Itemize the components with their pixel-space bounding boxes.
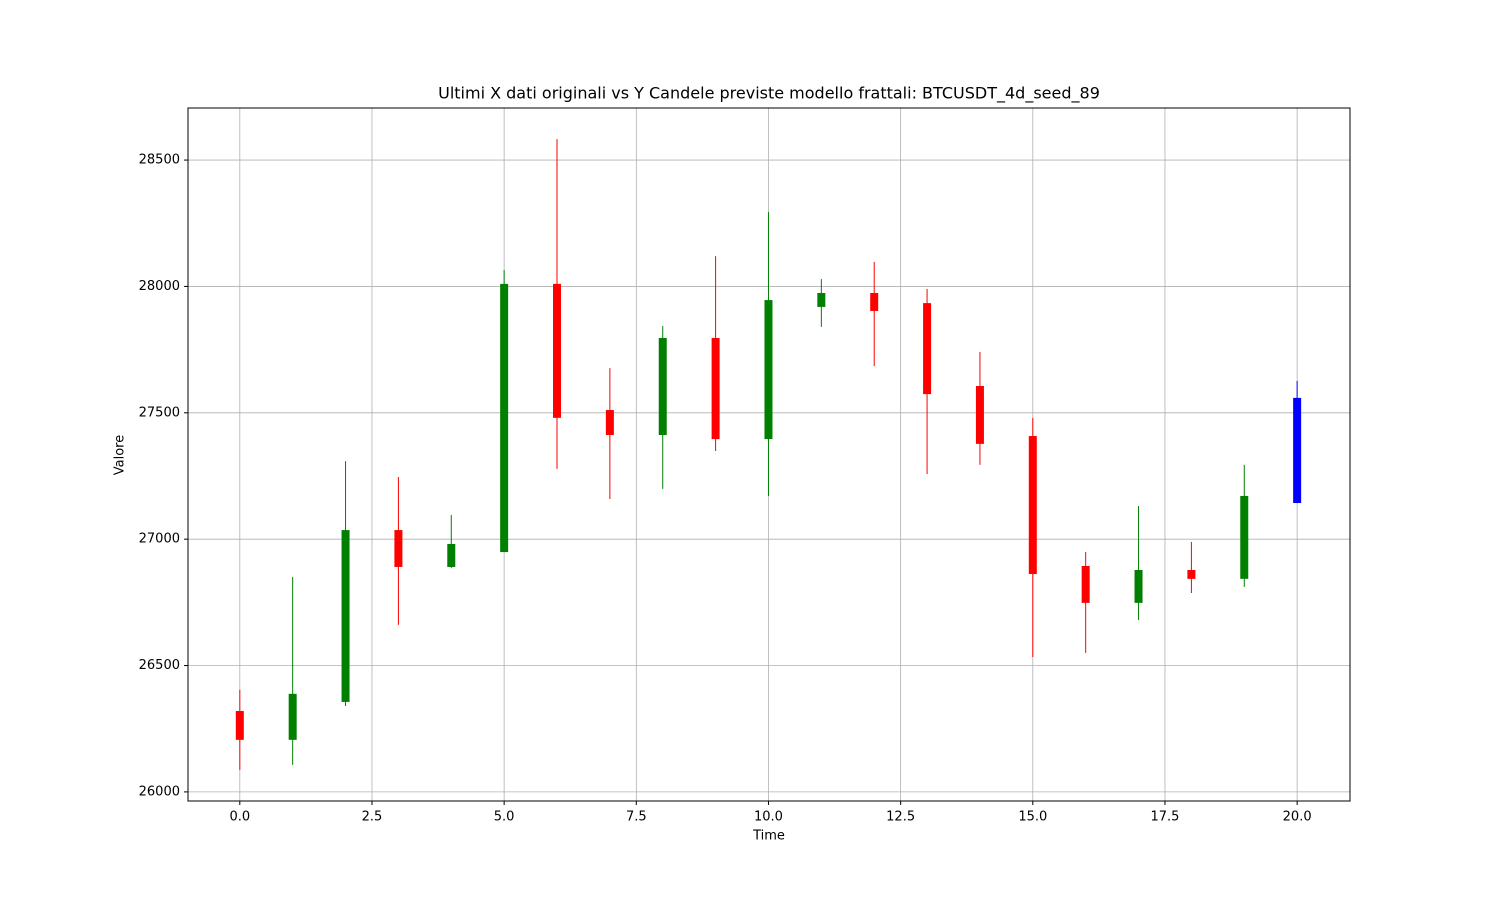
x-tick-label: 5.0 (494, 810, 515, 825)
candle-body (658, 337, 667, 436)
x-tick-label: 7.5 (626, 810, 647, 825)
plot-frame (187, 107, 1351, 802)
candle-body (975, 386, 984, 444)
chart-title: Ultimi X dati originali vs Y Candele pre… (438, 84, 1100, 104)
y-tick-label: 28000 (139, 279, 180, 294)
x-tick-label: 0.0 (229, 810, 250, 825)
candle-body (1240, 495, 1249, 579)
y-axis-label: Valore (113, 435, 128, 475)
x-tick-label: 17.5 (1150, 810, 1179, 825)
x-tick-label: 10.0 (754, 810, 783, 825)
candle-body (500, 283, 509, 553)
x-tick-label: 2.5 (362, 810, 383, 825)
candle-body (288, 693, 297, 740)
y-tick-label: 27000 (139, 532, 180, 547)
candle-body (235, 711, 244, 740)
candle-body (447, 543, 456, 567)
y-tick-label: 28500 (139, 153, 180, 168)
x-tick-label: 15.0 (1018, 810, 1047, 825)
candle-body (923, 303, 932, 395)
candle-body (553, 283, 562, 418)
candle-body (870, 293, 879, 311)
candle-body (817, 293, 826, 307)
candle-body (394, 530, 403, 567)
x-axis-label: Time (752, 829, 785, 844)
candle-body (1028, 436, 1037, 575)
x-tick-label: 20.0 (1283, 810, 1312, 825)
candle-body (1187, 570, 1196, 579)
candle-body (711, 337, 720, 440)
candle-body (341, 530, 350, 702)
candle-body (764, 300, 773, 440)
candle-body (1134, 570, 1143, 603)
y-tick-label: 26000 (139, 784, 180, 799)
y-tick-label: 26500 (139, 658, 180, 673)
candle-body (1293, 397, 1302, 504)
y-tick-label: 27500 (139, 405, 180, 420)
candle-body (605, 410, 614, 436)
candle-body (1081, 565, 1090, 603)
x-tick-label: 12.5 (886, 810, 915, 825)
